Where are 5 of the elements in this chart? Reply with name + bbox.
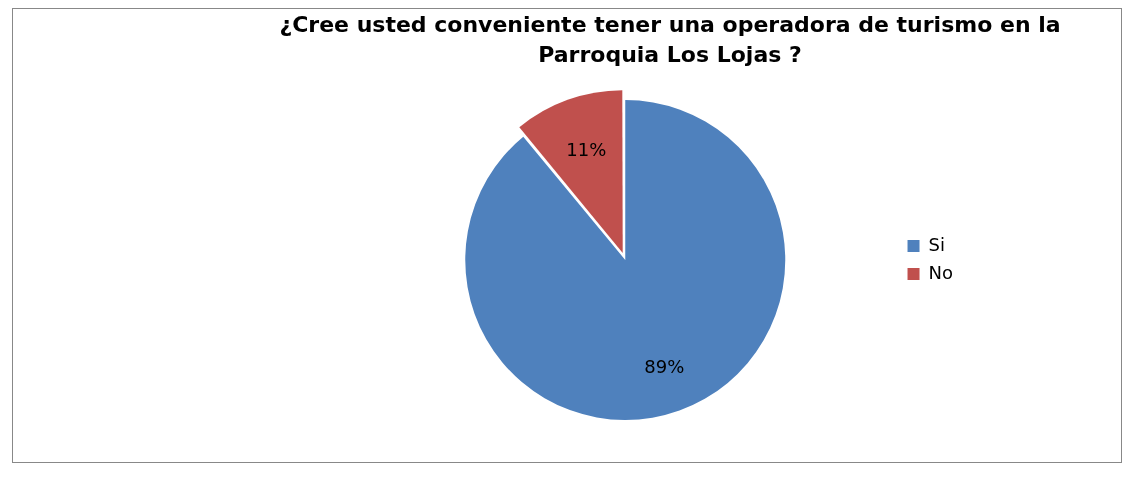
chart-title: ¿Cree usted conveniente tener una operadora de turismo en la Parroquia Los Lojas ? xyxy=(278,11,1062,69)
legend-label: No xyxy=(928,261,954,283)
data-label: 89% xyxy=(644,356,685,378)
legend-label: Si xyxy=(928,233,945,255)
data-label: 11% xyxy=(566,139,607,161)
